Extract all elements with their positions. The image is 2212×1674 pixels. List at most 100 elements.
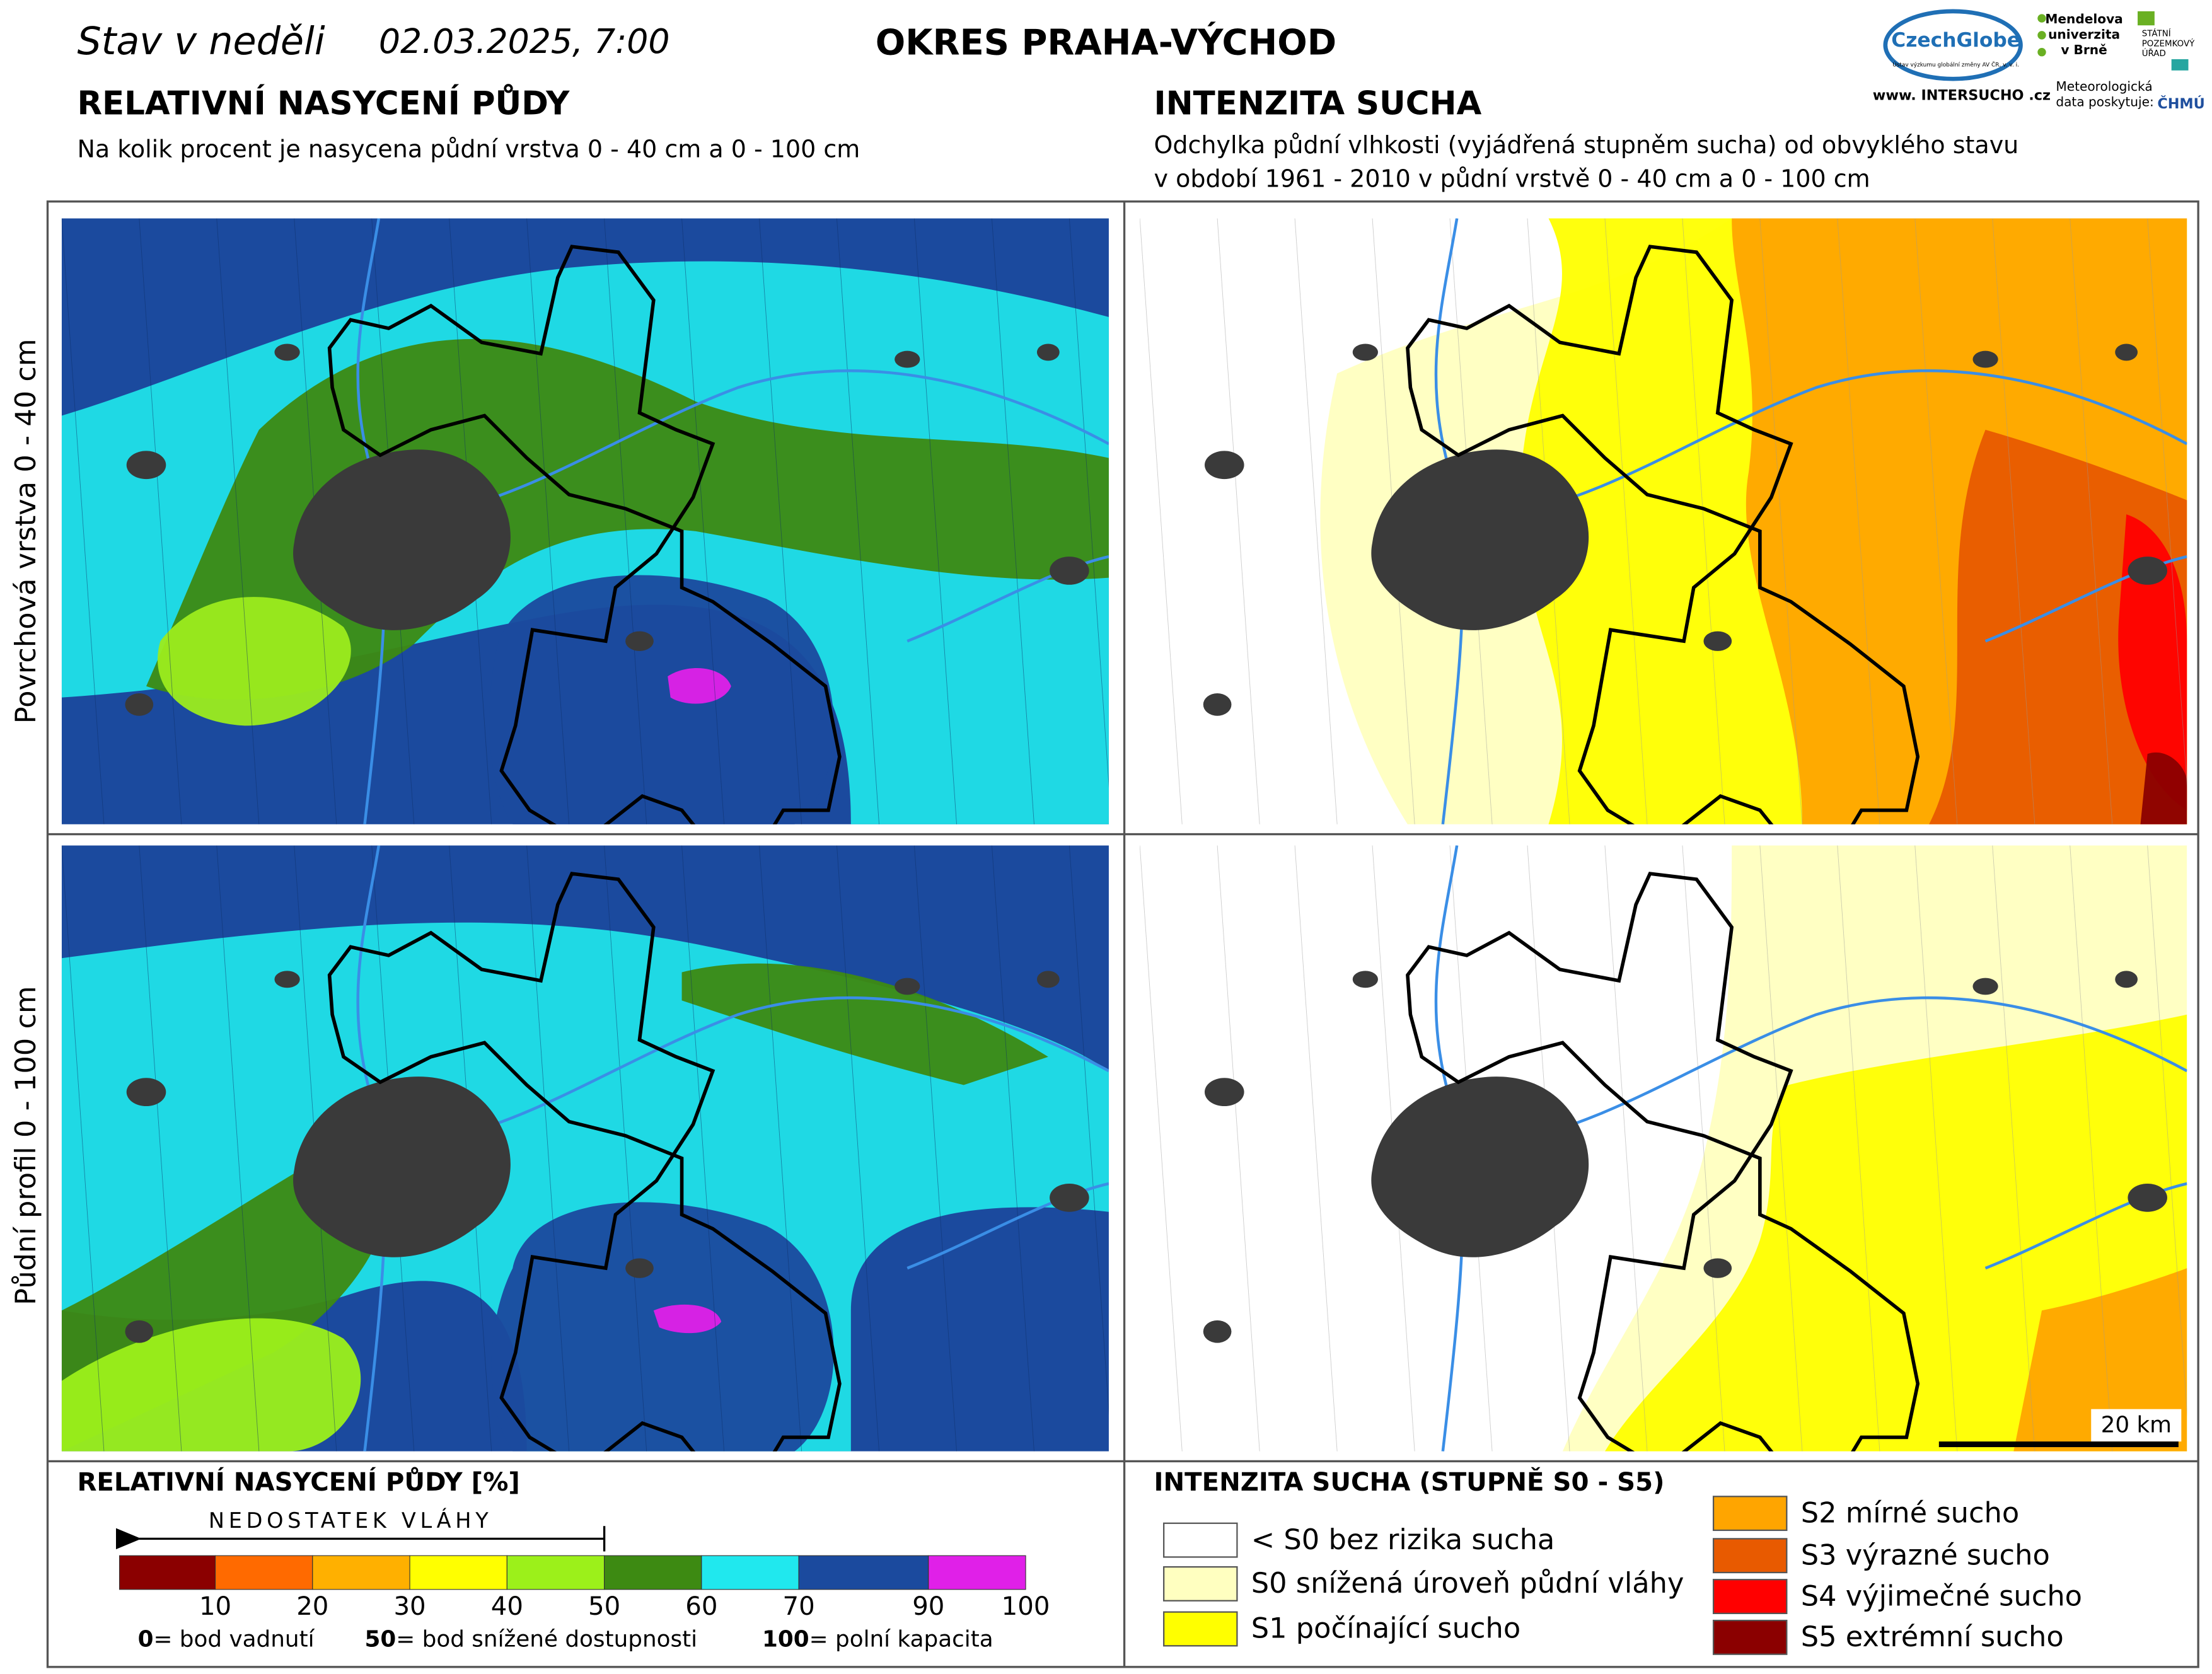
legend-label: S4 výjimečné sucho	[1801, 1579, 2082, 1612]
town	[2115, 971, 2138, 988]
municipal-boundary	[1068, 845, 1109, 1416]
municipal-boundary	[216, 218, 260, 824]
town	[1204, 1078, 1244, 1107]
town	[2115, 343, 2138, 361]
map-panel	[1140, 845, 2187, 1452]
municipal-boundary	[526, 845, 570, 1452]
municipal-boundary	[61, 845, 105, 1452]
town	[1036, 343, 1060, 361]
municipal-boundary	[1294, 845, 1338, 1452]
town	[1352, 343, 1378, 361]
prague	[293, 1077, 511, 1257]
legend-note-text: = bod vadnutí	[153, 1626, 315, 1652]
colorbar-tick-label: 60	[685, 1592, 717, 1621]
municipal-boundary	[837, 845, 879, 1452]
municipal-boundary	[1914, 845, 1958, 1452]
town	[1972, 978, 1998, 995]
map-area	[61, 922, 1109, 1452]
colorbar-segment	[701, 1555, 799, 1590]
town	[126, 1078, 166, 1107]
town	[1204, 451, 1244, 480]
municipal-boundary	[2070, 218, 2113, 824]
logo-spu: POZEMKOVÝ	[2142, 38, 2195, 49]
colorbar-tick-label: 70	[783, 1592, 815, 1621]
municipal-boundary	[1294, 218, 1338, 824]
municipal-boundary	[914, 218, 957, 824]
municipal-boundary	[1604, 845, 1648, 1452]
logo-chmu: ČHMÚ	[2157, 95, 2204, 112]
logo-czechglobe: CzechGlobe	[1891, 29, 2020, 52]
colorbar-tick-label: 30	[393, 1592, 426, 1621]
left-title: RELATIVNÍ NASYCENÍ PŮDY	[77, 84, 570, 123]
municipal-boundary	[1604, 218, 1648, 824]
municipal-boundary	[1682, 218, 1725, 824]
legend-label: S5 extrémní sucho	[1801, 1620, 2064, 1653]
scale-box	[2091, 1409, 2182, 1442]
town	[1036, 971, 1060, 988]
colorbar-tick-label: 100	[1002, 1592, 1050, 1621]
legend-note: 100= polní kapacita	[762, 1626, 993, 1652]
logo-intersucho: www. INTERSUCHO .cz	[1873, 88, 2051, 104]
municipal-boundary	[604, 218, 647, 824]
municipal-boundary	[2147, 218, 2187, 788]
maps	[61, 218, 2187, 1452]
municipal-boundary	[1217, 218, 1260, 824]
town	[1703, 631, 1732, 651]
legend-label: < S0 bez rizika sucha	[1251, 1523, 1555, 1556]
prague	[1371, 1077, 1589, 1257]
logo-meteo: data poskytuje:	[2056, 95, 2153, 110]
logo-dot	[2037, 31, 2046, 40]
municipal-boundary	[139, 845, 182, 1452]
legend-swatch	[1712, 1619, 1788, 1655]
town	[1972, 350, 1998, 368]
municipal-boundary	[681, 218, 725, 824]
municipal-boundary	[2070, 845, 2113, 1452]
colorbar-segment	[119, 1555, 216, 1590]
river	[1506, 369, 2187, 516]
logo-mendelu: Mendelova	[2045, 11, 2122, 26]
municipal-boundary	[139, 218, 182, 824]
legend-label: S3 výrazné sucho	[1801, 1538, 2050, 1571]
map-area	[681, 963, 1048, 1085]
left-subtitle: Na kolik procent je nasycena půdní vrstv…	[77, 136, 860, 163]
town	[1050, 557, 1089, 585]
colorbar-segment	[214, 1555, 313, 1590]
district: OKRES PRAHA-VÝCHOD	[876, 23, 1336, 64]
colorbar-tick-label: 40	[491, 1592, 523, 1621]
map-area	[2013, 1268, 2187, 1452]
river	[427, 369, 1109, 516]
municipal-boundary	[604, 845, 647, 1452]
logo-meteo: Meteorologická	[2056, 79, 2152, 94]
municipal-boundary	[1914, 218, 1958, 824]
map-panel	[61, 218, 1109, 824]
map-area	[2118, 514, 2187, 811]
town	[274, 343, 300, 361]
legend-note-value: 0	[138, 1626, 154, 1652]
legend-note-value: 100	[762, 1626, 809, 1652]
municipal-boundary	[759, 845, 802, 1452]
municipal-boundary	[1837, 845, 1880, 1452]
date-label: Stav v neděli	[77, 20, 325, 64]
municipal-boundary	[1992, 218, 2035, 824]
prague	[1371, 449, 1589, 630]
town	[1203, 1320, 1232, 1343]
town	[625, 1258, 654, 1278]
map-area	[1929, 429, 2187, 824]
map-panel	[61, 845, 1109, 1452]
legend-note-text: = bod snížené dostupnosti	[396, 1626, 697, 1652]
municipal-boundary	[526, 218, 570, 824]
municipal-boundary	[2147, 845, 2187, 1416]
colorbar-segment	[798, 1555, 929, 1590]
municipal-boundary	[681, 845, 725, 1452]
colorbar-tick-label: 20	[296, 1592, 328, 1621]
map-panel	[1140, 218, 2187, 824]
legend-left-title: RELATIVNÍ NASYCENÍ PŮDY [%]	[77, 1466, 519, 1497]
river	[427, 996, 1109, 1143]
map-area	[2140, 753, 2187, 824]
legend-swatch	[1712, 1538, 1788, 1574]
town	[1352, 971, 1378, 988]
colorbar-tick-label: 50	[588, 1592, 620, 1621]
river	[1506, 996, 2187, 1143]
